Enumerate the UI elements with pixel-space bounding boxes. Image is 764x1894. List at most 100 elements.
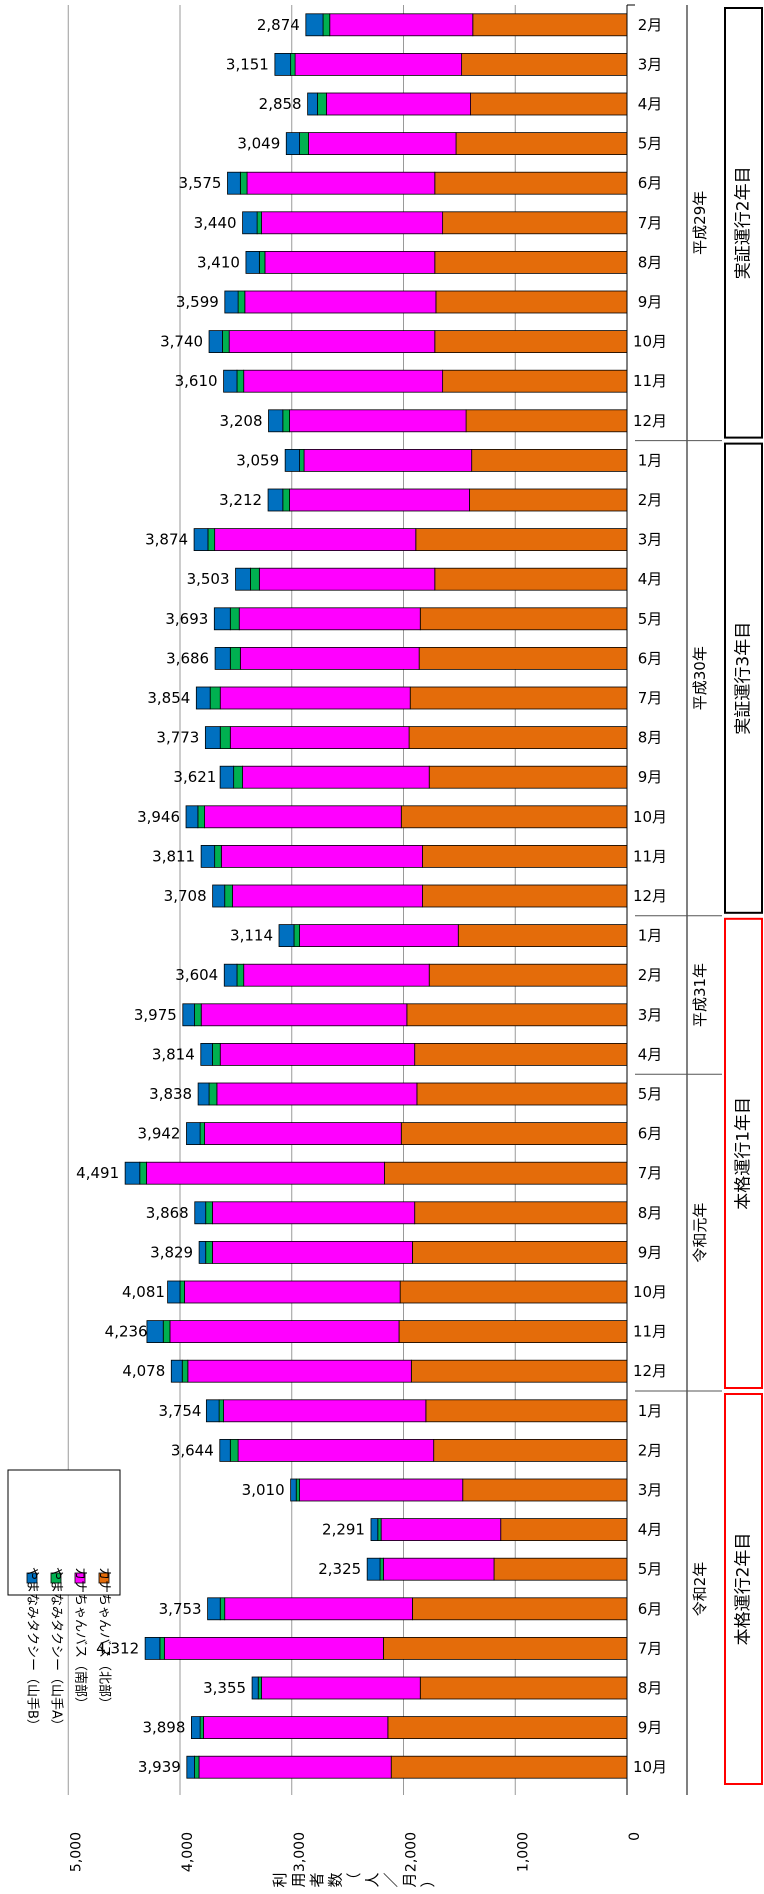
category-label: 9月 (638, 768, 663, 786)
bar-segment (144, 1636, 161, 1660)
bar-segment (470, 92, 628, 116)
bar-segment (469, 488, 628, 512)
legend-label: カナちゃんバス（南部） (73, 1567, 89, 1710)
bar-segment (434, 567, 628, 591)
bar-segment (223, 963, 238, 987)
bar-segment (290, 53, 296, 76)
ylabel-char: （ (345, 1872, 363, 1887)
bar-segment (220, 845, 423, 868)
tick-label: 1,000 (515, 1832, 531, 1872)
bar-segment (414, 1201, 628, 1225)
category-label: 6月 (638, 174, 663, 192)
category-label: 9月 (638, 1719, 663, 1737)
bar-segment (244, 290, 437, 314)
category-label: 7月 (638, 689, 663, 707)
bar-segment (179, 1280, 185, 1304)
bar-segment (282, 488, 290, 512)
category-label: 8月 (638, 1204, 663, 1222)
category-label: 2月 (638, 491, 663, 509)
bar-segment (406, 1003, 628, 1027)
bar-segment (229, 726, 410, 749)
bar-segment (200, 845, 216, 868)
bar-segment (219, 1597, 226, 1621)
bar-segment (182, 1003, 195, 1027)
bar-segment (416, 1082, 628, 1106)
tick-label: 4,000 (180, 1832, 196, 1872)
era-label: 平成29年 (691, 191, 709, 255)
tick-label: 5,000 (68, 1832, 84, 1872)
category-label: 7月 (638, 214, 663, 232)
ylabel-char: ／ (382, 1872, 400, 1887)
bar-segment (224, 290, 239, 314)
category-label: 12月 (633, 412, 667, 430)
bar-segment (387, 1716, 628, 1740)
bar-segment (409, 686, 628, 710)
bar-segment (457, 924, 628, 947)
bar-segment (194, 1003, 202, 1027)
category-label: 8月 (638, 729, 663, 747)
total-label: 3,610 (175, 372, 218, 390)
bar-segment (329, 13, 474, 37)
category-label: 8月 (638, 1679, 663, 1697)
bar-segment (434, 171, 628, 195)
category-label: 5月 (638, 610, 663, 628)
bar-segment (199, 1122, 205, 1145)
bar-segment (412, 1597, 628, 1621)
bar-segment (194, 1755, 200, 1779)
category-label: 1月 (638, 1402, 663, 1420)
bar-segment (214, 528, 417, 551)
total-label: 3,049 (237, 135, 280, 153)
bar-segment (167, 1280, 181, 1304)
total-label: 3,874 (145, 531, 188, 549)
category-label: 6月 (638, 649, 663, 667)
bar-segment (162, 1320, 171, 1343)
bar-segment (250, 567, 260, 591)
ylabel-char: 人 (364, 1872, 382, 1887)
phase-label: 本格運行1年目 (734, 1097, 754, 1210)
legend-label: カナちゃんバス（北部） (97, 1567, 112, 1710)
bar-segment (223, 1399, 427, 1423)
era-label: 平成31年 (691, 963, 709, 1027)
bar-segment (379, 1557, 384, 1581)
category-label: 11月 (633, 372, 667, 390)
total-label: 2,325 (318, 1560, 361, 1578)
bar-segment (370, 1518, 379, 1542)
category-label: 4月 (638, 1521, 663, 1539)
bar-segment (228, 330, 436, 353)
bar-segment (203, 1716, 389, 1740)
bar-segment (267, 488, 284, 512)
category-label: 1月 (638, 927, 663, 945)
total-label: 3,740 (160, 333, 203, 351)
bar-segment (205, 1241, 213, 1264)
bar-segment (245, 251, 260, 274)
total-label: 3,151 (226, 55, 269, 73)
total-label: 3,621 (173, 768, 216, 786)
phase-box (724, 1393, 763, 1785)
bar-segment (208, 1082, 218, 1106)
total-label: 3,644 (171, 1441, 214, 1459)
bar-segment (194, 1201, 207, 1225)
bar-segment (264, 251, 436, 274)
bar-segment (216, 1082, 418, 1106)
category-label: 6月 (638, 1125, 663, 1143)
bar-segment (278, 924, 295, 947)
bar-segment (232, 884, 423, 908)
bar-segment (390, 1755, 628, 1779)
bar-segment (435, 290, 628, 314)
category-labels: 2月 3月 4月 5月 6月 7月 8月 9月 10月 11月 12月 1月 2月 3月 4月 5月 6月 7月 8… (633, 16, 667, 1776)
era-label: 平成30年 (691, 646, 709, 710)
tick-label: 2,000 (404, 1832, 420, 1872)
bar-segment (184, 1280, 401, 1304)
bar-segment (218, 1399, 224, 1423)
category-label: 8月 (638, 253, 663, 271)
bar-segment (261, 211, 444, 235)
total-label: 3,829 (150, 1243, 193, 1261)
bar-segment (377, 1518, 382, 1542)
bar-segment (408, 726, 628, 749)
bar-segment (419, 607, 628, 631)
bar-segment (186, 1755, 195, 1779)
bar-segment (428, 963, 628, 987)
bar-segment (258, 567, 436, 591)
